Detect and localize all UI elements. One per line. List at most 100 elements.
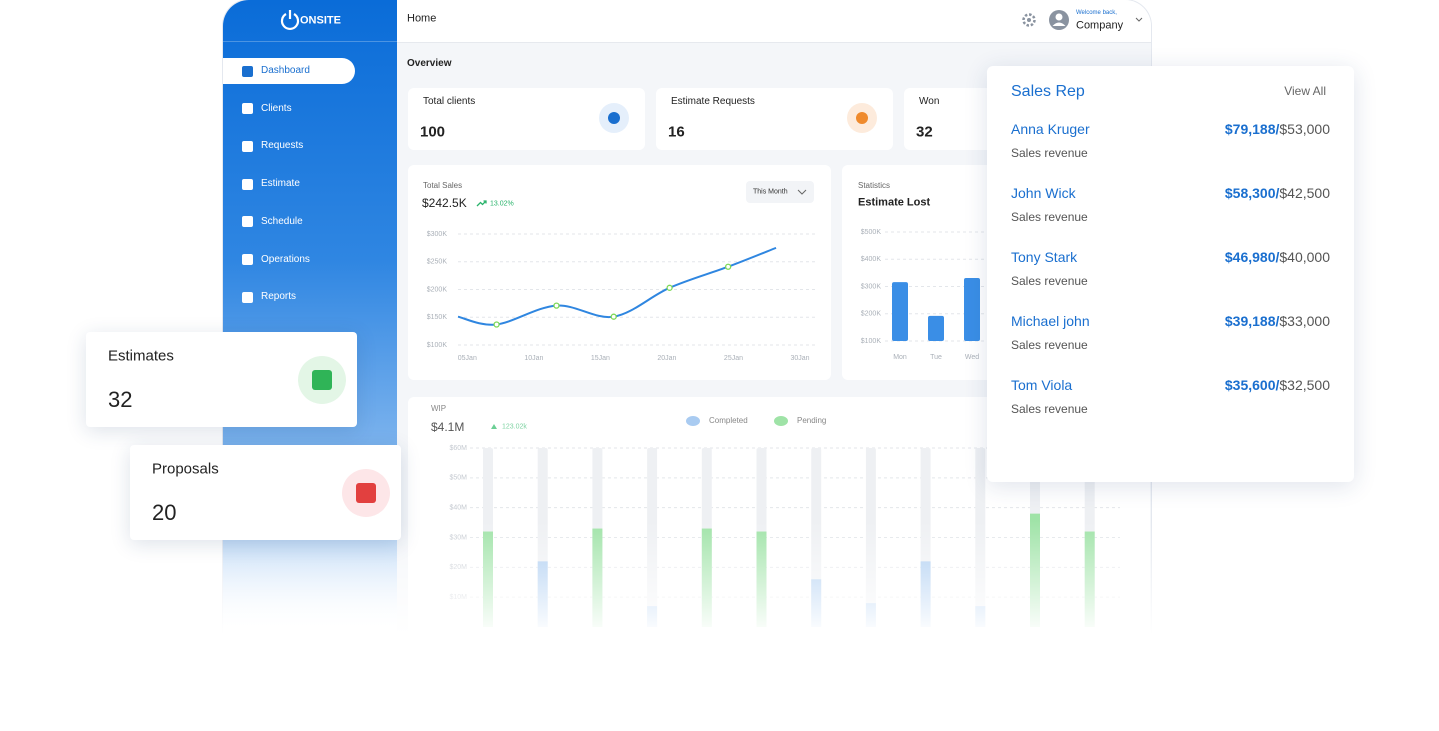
rep-amounts: $58,300/$42,500 xyxy=(1225,186,1330,200)
bar xyxy=(892,282,908,341)
y-tick-label: $300K xyxy=(861,283,882,290)
floating-icon-glyph xyxy=(312,370,332,390)
sales-line xyxy=(457,246,777,326)
rep-target: $53,000 xyxy=(1279,121,1330,137)
nav-icon[interactable] xyxy=(242,140,253,152)
wip-label: WIP xyxy=(431,404,447,413)
stat-icon-glyph xyxy=(856,112,868,124)
view-all[interactable]: View All xyxy=(1284,84,1326,98)
line-point xyxy=(666,284,673,291)
rep-amount: $35,600/ xyxy=(1224,377,1280,393)
x-tick-label: 20Jan xyxy=(657,355,676,362)
nav-item[interactable]: Requests xyxy=(261,140,304,152)
x-tick-label: Tue xyxy=(930,354,942,361)
user-name[interactable]: Company xyxy=(1076,19,1124,32)
rep-amount: $46,980/ xyxy=(1224,249,1280,265)
overview-title: Overview xyxy=(407,58,452,69)
nav-icon[interactable] xyxy=(242,291,253,303)
wip-amount: $4.1M xyxy=(431,420,465,434)
user-chevron[interactable] xyxy=(1135,17,1143,23)
wip-change: 123.02k xyxy=(502,423,527,431)
total-sales-amount: $242.5K xyxy=(422,196,467,210)
estimate-lost-label: Statistics xyxy=(858,181,891,190)
stat-value: 100 xyxy=(420,123,446,141)
stat-label: Total clients xyxy=(423,96,476,107)
floating-label: Estimates xyxy=(108,347,174,365)
total-sales-label: Total Sales xyxy=(423,181,463,190)
nav-icon[interactable] xyxy=(242,103,253,115)
period-dropdown[interactable] xyxy=(746,181,814,203)
legend-swatch xyxy=(686,416,700,426)
rep-name[interactable]: Anna Kruger xyxy=(1011,121,1090,137)
y-tick-label: $40M xyxy=(449,505,467,512)
rep-name[interactable]: Tom Viola xyxy=(1011,377,1073,393)
x-tick-label: 15Jan xyxy=(591,355,610,362)
floating-label: Proposals xyxy=(152,460,219,478)
rep-target: $32,500 xyxy=(1279,377,1330,393)
y-tick-label: $60M xyxy=(449,445,467,452)
rep-caption: Sales revenue xyxy=(1011,210,1088,224)
y-tick-label: $200K xyxy=(861,311,882,318)
x-tick-label: 30Jan xyxy=(790,355,809,362)
rep-amount: $39,188/ xyxy=(1224,313,1280,329)
bar xyxy=(964,278,980,341)
x-tick-label: 25Jan xyxy=(724,355,743,362)
nav-icon[interactable] xyxy=(242,65,253,77)
trend-icon xyxy=(476,200,487,207)
rep-amounts: $46,980/$40,000 xyxy=(1225,250,1330,264)
total-sales-change: 13.02% xyxy=(490,200,514,208)
nav-item[interactable]: Clients xyxy=(261,102,292,114)
line-point xyxy=(493,321,500,328)
sidebar-divider xyxy=(223,41,397,42)
y-tick-label: $500K xyxy=(861,229,882,236)
y-tick-label: $100K xyxy=(861,338,882,345)
x-tick-label: Wed xyxy=(965,354,979,361)
rep-name[interactable]: Tony Stark xyxy=(1011,249,1078,265)
stat-label: Estimate Requests xyxy=(671,96,755,107)
y-tick-label: $150K xyxy=(427,314,448,321)
rep-amounts: $35,600/$32,500 xyxy=(1225,378,1330,392)
logo-icon xyxy=(280,10,300,31)
line-point xyxy=(724,263,732,270)
nav-item[interactable]: Reports xyxy=(261,291,297,303)
rep-caption: Sales revenue xyxy=(1011,146,1088,160)
stat-icon-glyph xyxy=(608,112,620,124)
header-bar xyxy=(397,0,1151,43)
floating-value: 32 xyxy=(108,387,133,412)
legend-label: Completed xyxy=(709,416,748,425)
y-tick-label: $50M xyxy=(449,475,467,482)
sales-rep-panel xyxy=(987,66,1354,482)
estimate-lost-title: Estimate Lost xyxy=(858,196,931,209)
nav-item[interactable]: Operations xyxy=(261,253,310,265)
rep-target: $42,500 xyxy=(1279,185,1330,201)
rep-name[interactable]: John Wick xyxy=(1011,185,1076,201)
y-tick-label: $250K xyxy=(427,259,448,266)
nav-item[interactable]: Schedule xyxy=(261,215,303,227)
rep-target: $33,000 xyxy=(1279,313,1330,329)
y-tick-label: $400K xyxy=(861,256,882,263)
stat-label: Won xyxy=(919,96,940,107)
nav-item[interactable]: Estimate xyxy=(261,178,300,190)
rep-amounts: $79,188/$53,000 xyxy=(1225,122,1330,136)
bottom-fade xyxy=(200,520,1180,655)
bar xyxy=(928,315,944,341)
line-point xyxy=(553,302,560,309)
nav-icon[interactable] xyxy=(242,254,253,265)
nav-icon[interactable] xyxy=(242,216,253,228)
y-tick-label: $100K xyxy=(427,342,448,349)
floating-icon-glyph xyxy=(356,483,376,503)
rep-amount: $58,300/ xyxy=(1224,185,1280,201)
header-title: Home xyxy=(407,12,437,25)
avatar[interactable] xyxy=(1048,9,1070,31)
period-chevron[interactable] xyxy=(797,189,807,196)
nav-icon[interactable] xyxy=(242,178,253,190)
x-tick-label: 05Jan xyxy=(458,355,477,362)
wip-trend-icon xyxy=(491,424,497,429)
rep-target: $40,000 xyxy=(1279,249,1330,265)
brand: ONSITE xyxy=(300,14,341,27)
rep-name[interactable]: Michael john xyxy=(1011,313,1090,329)
settings-icon[interactable] xyxy=(1021,12,1037,28)
nav-item[interactable]: Dashboard xyxy=(261,65,310,76)
rep-caption: Sales revenue xyxy=(1011,402,1088,416)
period-label[interactable]: This Month xyxy=(753,188,788,196)
